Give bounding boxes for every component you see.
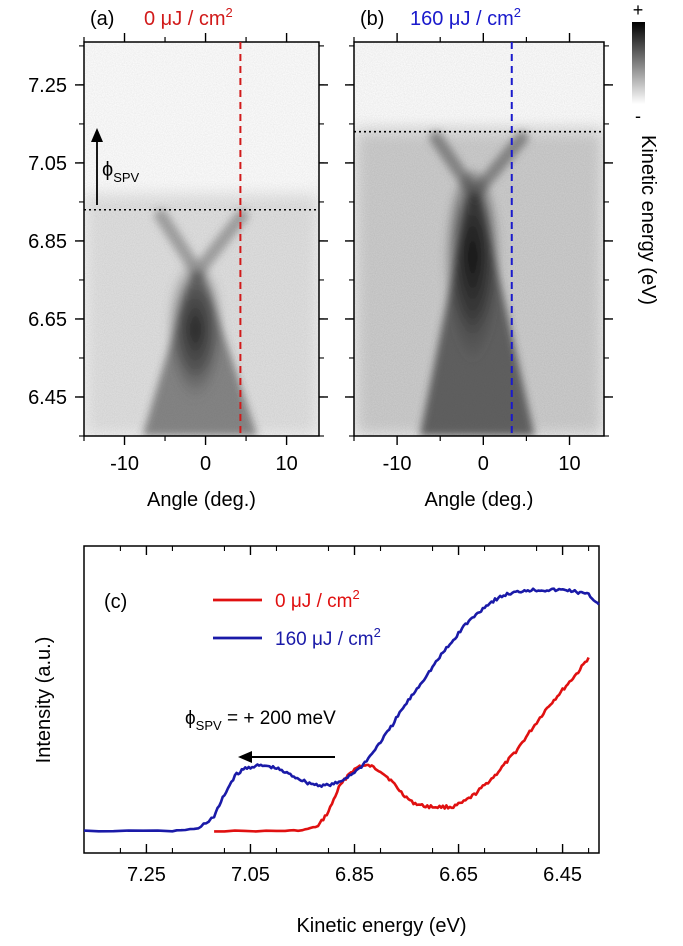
fluence-value-b: 160 μJ / cm bbox=[410, 8, 514, 30]
x-tick-label: 0 bbox=[200, 453, 211, 475]
shift-arrow-head bbox=[238, 751, 252, 763]
panel-label-b: (b) bbox=[360, 8, 384, 30]
legend-label: 160 μJ / cm2 bbox=[275, 625, 381, 650]
legend-label-exponent: 2 bbox=[352, 587, 359, 602]
x-tick-label: 7.25 bbox=[127, 864, 166, 886]
frame-c bbox=[83, 545, 600, 854]
y-tick-label: 7.05 bbox=[28, 153, 67, 175]
x-tick-label: 10 bbox=[275, 453, 297, 475]
panel-b: -10 0 10 Angle (deg.) (b) 160 μJ / cm2 bbox=[345, 5, 613, 511]
colorbar-gradient bbox=[632, 22, 645, 104]
series-line-zero-fluence bbox=[214, 656, 590, 833]
phi-subscript-c: SPV bbox=[196, 718, 222, 733]
x-axis-label: Angle (deg.) bbox=[147, 489, 256, 511]
x-tick-label: 10 bbox=[558, 453, 580, 475]
y-tick-label: 6.85 bbox=[28, 231, 67, 253]
panel-label-c: (c) bbox=[104, 591, 127, 613]
legend-label-main: 0 μJ / cm bbox=[275, 591, 352, 612]
fluence-label-a: 0 μJ / cm2 bbox=[144, 5, 233, 30]
y-tick-label: 6.65 bbox=[28, 309, 67, 331]
axes-a: -10 0 10 7.25 7.05 6.85 6.65 6.45 Angle (deg.) bbox=[28, 33, 328, 511]
band-dispersion-b bbox=[419, 131, 535, 436]
frame-b bbox=[353, 41, 605, 437]
x-tick-label: 6.45 bbox=[543, 864, 582, 886]
x-tick-label: -10 bbox=[110, 453, 139, 475]
fluence-label-b: 160 μJ / cm2 bbox=[410, 5, 521, 30]
heatmap-a bbox=[84, 42, 319, 436]
panel-a: -10 0 10 7.25 7.05 6.85 6.65 6.45 Angle (deg.) (… bbox=[28, 5, 328, 511]
x-tick-label: 6.65 bbox=[439, 864, 478, 886]
y-tick-label: 7.25 bbox=[28, 75, 67, 97]
phi-subscript-a: SPV bbox=[113, 170, 139, 185]
legend-label: 0 μJ / cm2 bbox=[275, 587, 360, 612]
fluence-exponent-a: 2 bbox=[226, 5, 233, 20]
legend-label-main: 160 μJ / cm bbox=[275, 629, 374, 650]
spectra-c bbox=[83, 587, 600, 833]
colorbar-plus: + bbox=[633, 0, 644, 20]
intensity-maximum bbox=[442, 169, 503, 388]
band-dispersion-a bbox=[142, 209, 258, 436]
y-tick-label: 6.45 bbox=[28, 387, 67, 409]
intensity-maximum bbox=[165, 255, 226, 404]
panel-label-a: (a) bbox=[90, 8, 114, 30]
legend-label-exponent: 2 bbox=[374, 625, 381, 640]
heatmap-b bbox=[354, 42, 604, 436]
colorbar-axis-label: Kinetic energy (eV) bbox=[637, 135, 659, 305]
x-tick-label: -10 bbox=[383, 453, 412, 475]
axes-b: -10 0 10 Angle (deg.) bbox=[345, 33, 613, 511]
x-tick-label: 0 bbox=[478, 453, 489, 475]
x-tick-label: 7.05 bbox=[231, 864, 270, 886]
x-axis-label: Kinetic energy (eV) bbox=[296, 915, 466, 937]
y-axis-label-c: Intensity (a.u.) bbox=[33, 637, 55, 764]
x-axis-label: Angle (deg.) bbox=[425, 489, 534, 511]
x-tick-label: 6.85 bbox=[335, 864, 374, 886]
frame-a bbox=[83, 41, 320, 437]
fluence-value-a: 0 μJ / cm bbox=[144, 8, 226, 30]
series-line-high-fluence bbox=[83, 587, 600, 833]
axes-c: 7.25 7.05 6.85 6.65 6.45 Kinetic energy (eV) bbox=[119, 546, 590, 937]
colorbar-minus: - bbox=[635, 106, 641, 126]
phi-symbol-a: ϕ bbox=[102, 159, 113, 181]
spv-arrow-head bbox=[91, 128, 103, 142]
shift-annotation: ϕSPV = + 200 meV bbox=[185, 708, 336, 733]
spv-label-a: ϕSPV bbox=[102, 159, 140, 185]
fluence-exponent-b: 2 bbox=[514, 5, 521, 20]
phi-symbol-c: ϕ bbox=[185, 708, 196, 729]
shift-value: = + 200 meV bbox=[222, 708, 336, 729]
colorbar: + - Kinetic energy (eV) bbox=[632, 0, 659, 305]
